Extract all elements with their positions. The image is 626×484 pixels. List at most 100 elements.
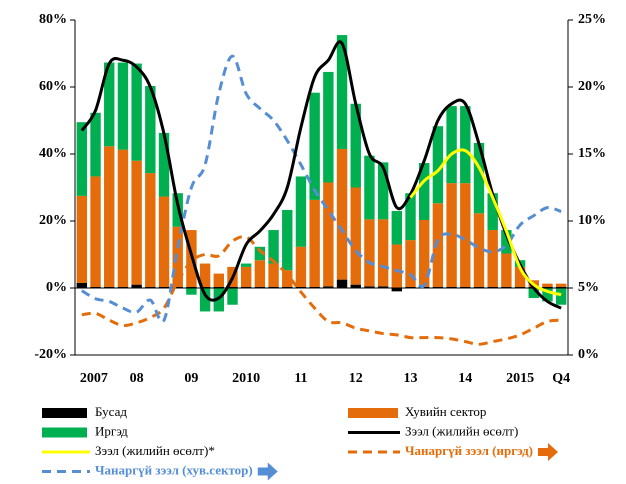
bar [240, 263, 252, 267]
bar [460, 183, 471, 287]
line-series [409, 148, 562, 297]
bar [186, 288, 197, 295]
bar [213, 273, 224, 287]
bar [90, 176, 101, 287]
x-tick-label: 11 [294, 371, 307, 386]
bar [446, 106, 457, 184]
bar [446, 183, 457, 287]
bar [419, 286, 430, 288]
bar [432, 286, 444, 288]
bar [487, 193, 498, 231]
bar [377, 162, 389, 220]
bar [391, 244, 403, 288]
bar [323, 286, 334, 288]
bar [240, 266, 252, 287]
bar [309, 286, 320, 288]
bar [501, 253, 512, 287]
x-tick-label: 2007 [80, 371, 108, 386]
y-tick-label: -20% [34, 347, 67, 362]
legend-label: Иргэд [95, 423, 128, 438]
x-tick-label: 13 [404, 371, 418, 386]
bar [282, 286, 293, 288]
y2-tick-label: 20% [578, 79, 606, 94]
y2-tick-label: 15% [578, 146, 606, 161]
bar [254, 286, 266, 288]
bar [186, 286, 197, 288]
y-tick-label: 60% [39, 79, 67, 94]
legend-label: Чанаргүй зээл (иргэд) [405, 443, 533, 458]
legend-arrow [257, 462, 278, 481]
bar [145, 85, 156, 174]
line-series [81, 54, 562, 324]
bar [487, 286, 498, 288]
bar [295, 246, 307, 287]
bar [432, 126, 444, 204]
bar [172, 226, 183, 287]
bar [254, 246, 266, 261]
bar [131, 284, 142, 288]
y-tick-label: 40% [39, 146, 67, 161]
x-tick-label: 09 [184, 371, 198, 386]
bar [131, 63, 142, 161]
line-series [81, 235, 562, 346]
y2-tick-label: 5% [578, 280, 599, 295]
line-series [80, 40, 562, 310]
bar [145, 286, 156, 288]
bar [145, 173, 156, 287]
y2-tick-label: 25% [578, 12, 606, 27]
bar [542, 288, 553, 302]
bar [131, 160, 142, 285]
legend-label: Зээл (жилийн өсөлт)* [95, 443, 215, 458]
bar [336, 148, 348, 280]
bar [254, 260, 266, 287]
x-tick-label: 2015 [506, 371, 534, 386]
bar [117, 149, 129, 287]
bar [172, 286, 183, 288]
y2-tick-label: 10% [578, 213, 606, 228]
legend-label: Чанаргүй зээл (хув.сектор) [95, 462, 253, 477]
bar [514, 286, 526, 288]
bar [391, 210, 403, 245]
legend-swatch [348, 408, 398, 418]
bar [460, 106, 471, 184]
y-tick-label: 0% [46, 280, 67, 295]
bar [282, 209, 293, 271]
legend-arrow [537, 443, 558, 461]
bar [199, 286, 211, 288]
bar [158, 132, 170, 197]
bar [446, 286, 457, 288]
bar [90, 112, 101, 177]
bar [227, 288, 238, 305]
bar [199, 288, 211, 312]
bar [405, 286, 416, 288]
x-tick-label: Q4 [552, 371, 570, 386]
y2-tick-label: 0% [578, 347, 599, 362]
bar [76, 195, 88, 283]
bar [268, 230, 279, 264]
bar [460, 286, 471, 288]
legend-swatch [42, 427, 87, 438]
x-tick-label: 08 [130, 371, 144, 386]
bar [364, 219, 375, 287]
y-tick-label: 80% [39, 12, 67, 27]
bar [405, 193, 416, 241]
bar [514, 266, 526, 287]
bar [323, 71, 334, 183]
bar [555, 283, 567, 287]
bar [90, 286, 101, 288]
bar [350, 103, 361, 188]
bar [473, 286, 485, 288]
bar [405, 240, 416, 287]
bar [501, 286, 512, 288]
bar [268, 263, 279, 287]
bar [391, 288, 403, 292]
bar [419, 219, 430, 287]
bar [528, 288, 539, 299]
bar [158, 196, 170, 287]
bar [364, 286, 375, 288]
legend-label: Зээл (жилийн өсөлт) [405, 423, 518, 438]
bar [104, 286, 115, 288]
x-tick-label: 14 [458, 371, 472, 386]
bar [295, 286, 307, 288]
